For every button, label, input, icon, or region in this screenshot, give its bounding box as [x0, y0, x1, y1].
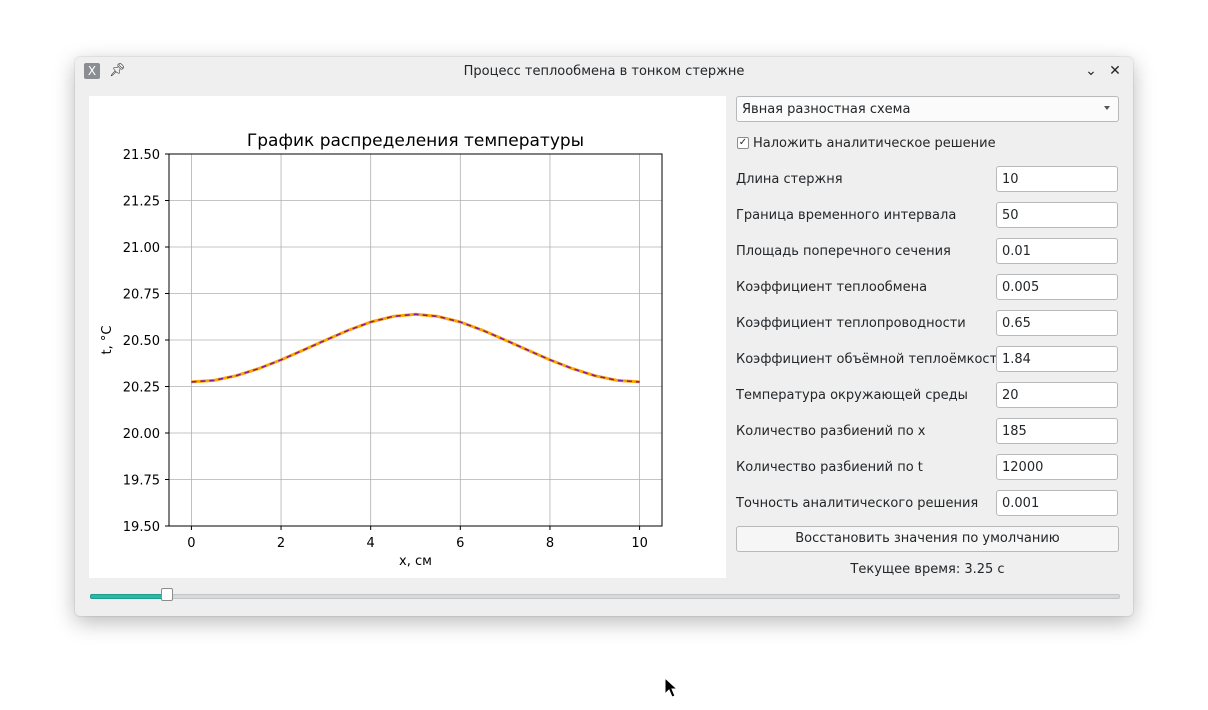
current-time-label: Текущее время: 3.25 с [850, 562, 1005, 577]
param-label: Коэффициент теплообмена [736, 280, 928, 295]
scheme-select[interactable]: Явная разностная схема [736, 96, 1119, 122]
cross-section-input[interactable] [996, 238, 1118, 264]
ambient-temp-input[interactable] [996, 382, 1118, 408]
time-bound-input[interactable] [996, 202, 1118, 228]
numeric-solution-line [191, 312, 640, 384]
heat-capacity-coef-input[interactable] [996, 346, 1118, 372]
y-axis-label: t, °C [100, 326, 115, 355]
y-tick-label: 20.50 [123, 334, 160, 349]
param-label: Площадь поперечного сечения [736, 244, 951, 259]
param-row-cross-section: Площадь поперечного сечения [736, 238, 1119, 264]
param-label: Коэффициент теплопроводности [736, 316, 966, 331]
axes-frame [168, 153, 663, 527]
param-row-analytic-precision: Точность аналитического решения [736, 490, 1119, 516]
param-label: Количество разбиений по x [736, 424, 926, 439]
main-window: X 📌︎ Процесс теплообмена в тонком стержн… [75, 57, 1133, 616]
param-row-conductivity: Коэффициент теплопроводности [736, 310, 1119, 336]
time-slider[interactable] [90, 588, 1120, 608]
analytic-overlay-label: Наложить аналитическое решение [753, 136, 996, 151]
param-label: Длина стержня [736, 172, 843, 187]
param-row-rod-length: Длина стержня [736, 166, 1119, 192]
y-tick-label: 20.00 [123, 427, 160, 442]
x-tick-label: 6 [456, 536, 464, 551]
param-row-ambient-temp: Температура окружающей среды [736, 382, 1119, 408]
y-tick-label: 21.50 [123, 148, 160, 163]
pin-icon[interactable]: 📌︎ [109, 63, 126, 78]
x-tick-label: 2 [277, 536, 285, 551]
dropdown-arrow-icon [1104, 106, 1110, 110]
app-x-icon[interactable]: X [84, 63, 100, 79]
chart-title: График распределения температуры [247, 131, 584, 151]
param-row-heat-exchange: Коэффициент теплообмена [736, 274, 1119, 300]
window-title: Процесс теплообмена в тонком стержне [463, 64, 745, 79]
reset-defaults-button[interactable]: Восстановить значения по умолчанию [736, 526, 1119, 552]
mouse-cursor-icon [664, 677, 678, 698]
param-label: Температура окружающей среды [736, 388, 968, 403]
rod-length-input[interactable] [996, 166, 1118, 192]
y-tick-label: 21.00 [123, 241, 160, 256]
x-tick-label: 0 [187, 536, 195, 551]
analytic-precision-input[interactable] [996, 490, 1118, 516]
title-bar[interactable]: X 📌︎ Процесс теплообмена в тонком стержн… [75, 57, 1133, 86]
x-tick-label: 10 [631, 536, 648, 551]
param-label: Граница временного интервала [736, 208, 957, 223]
close-icon[interactable]: ✕ [1109, 63, 1121, 79]
y-tick-label: 20.25 [123, 381, 160, 396]
plot-area: 0 2 4 6 8 10 19.50 19.75 20.00 20.25 20.50 20.75 21.… [89, 96, 726, 578]
x-divisions-input[interactable] [996, 418, 1118, 444]
param-row-heat-capacity: Коэффициент объёмной теплоёмкости [736, 346, 1119, 372]
analytic-solution-line [191, 313, 640, 383]
analytic-overlay-checkbox[interactable]: ✓ [737, 137, 749, 149]
x-tick-label: 8 [546, 536, 554, 551]
param-row-time-bound: Граница временного интервала [736, 202, 1119, 228]
heat-exchange-coef-input[interactable] [996, 274, 1118, 300]
y-tick-label: 20.75 [123, 288, 160, 303]
chevron-down-icon[interactable]: ⌄ [1085, 63, 1097, 79]
slider-groove[interactable] [90, 594, 1120, 599]
x-axis-label: x, см [399, 554, 432, 569]
y-tick-label: 19.50 [123, 520, 160, 535]
slider-fill [90, 594, 165, 599]
y-tick-label: 21.25 [123, 195, 160, 210]
x-tick-label: 4 [367, 536, 375, 551]
param-label: Точность аналитического решения [736, 496, 979, 511]
temperature-chart: 0 2 4 6 8 10 19.50 19.75 20.00 20.25 20.50 20.75 21.… [100, 131, 663, 569]
param-label: Количество разбиений по t [736, 460, 923, 475]
param-row-t-divisions: Количество разбиений по t [736, 454, 1119, 480]
conductivity-coef-input[interactable] [996, 310, 1118, 336]
scheme-select-value: Явная разностная схема [742, 102, 911, 117]
param-row-x-divisions: Количество разбиений по x [736, 418, 1119, 444]
param-label: Коэффициент объёмной теплоёмкости [736, 352, 1006, 367]
y-tick-label: 19.75 [123, 474, 160, 489]
slider-handle[interactable] [161, 588, 173, 601]
t-divisions-input[interactable] [996, 454, 1118, 480]
